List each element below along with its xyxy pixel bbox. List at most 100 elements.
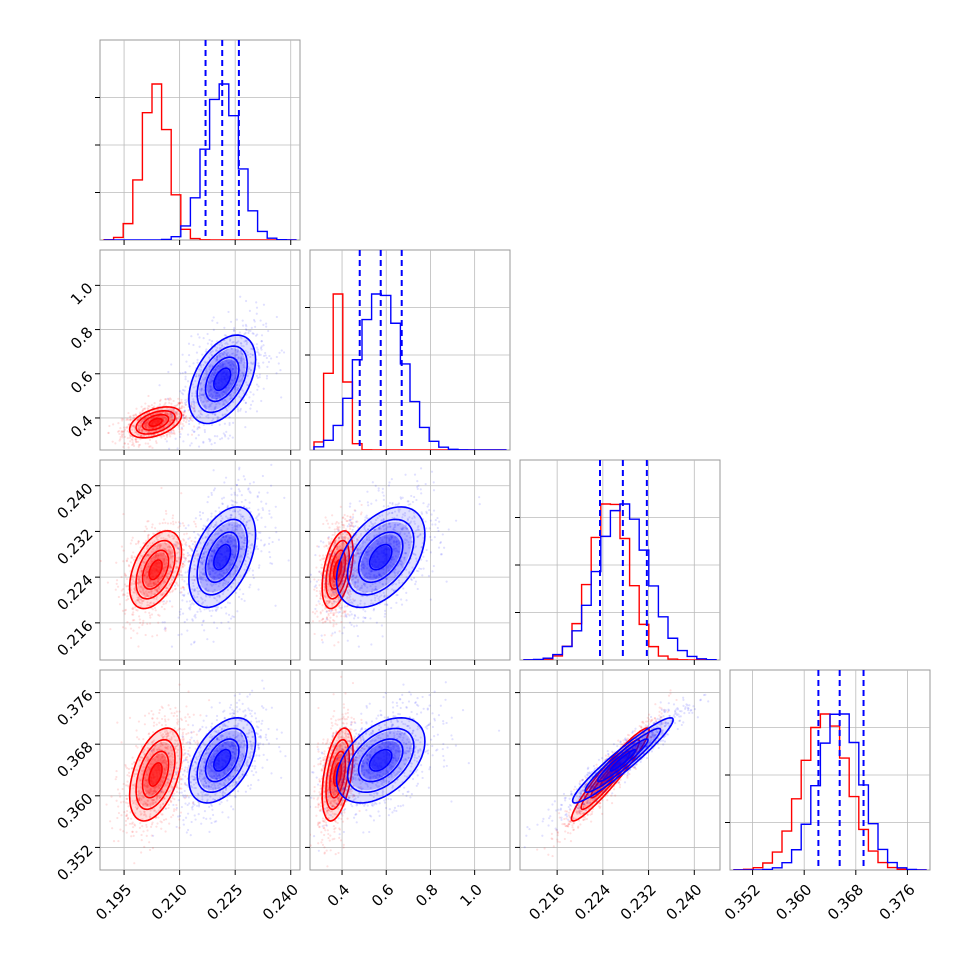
scatter-point <box>330 569 334 572</box>
scatter-point <box>165 575 168 578</box>
scatter-point <box>172 408 175 411</box>
scatter-point <box>186 629 189 632</box>
scatter-point <box>228 536 231 539</box>
scatter-point <box>137 575 140 578</box>
contour-line <box>141 549 170 590</box>
scatter-point <box>238 513 241 516</box>
scatter-point <box>170 418 173 422</box>
scatter-point <box>148 622 152 625</box>
scatter-point <box>178 401 182 404</box>
scatter-point <box>347 588 350 591</box>
scatter-point <box>144 424 147 427</box>
scatter-point <box>243 361 246 364</box>
scatter-point <box>215 571 218 574</box>
scatter-point <box>166 413 169 416</box>
scatter-point <box>182 562 185 566</box>
scatter-point <box>210 351 213 354</box>
scatter-point <box>333 594 336 597</box>
scatter-point <box>320 638 324 641</box>
scatter-point <box>145 577 148 580</box>
scatter-point <box>331 581 335 585</box>
scatter-point <box>116 585 120 588</box>
scatter-point <box>221 390 225 393</box>
scatter-point <box>338 577 341 580</box>
scatter-point <box>234 509 237 513</box>
scatter-point <box>386 603 389 607</box>
scatter-point <box>340 620 343 624</box>
scatter-point <box>243 505 246 508</box>
scatter-point <box>239 547 242 550</box>
scatter-point <box>155 582 158 586</box>
scatter-point <box>203 558 206 562</box>
scatter-point <box>315 566 318 569</box>
scatter-point <box>206 565 210 568</box>
scatter-point <box>231 551 235 554</box>
scatter-point <box>156 590 160 593</box>
scatter-point <box>229 575 232 578</box>
scatter-point <box>233 327 236 330</box>
scatter-point <box>188 607 191 610</box>
scatter-point <box>142 418 145 421</box>
scatter-point <box>120 431 123 434</box>
scatter-point <box>227 310 230 314</box>
scatter-point <box>123 442 126 445</box>
scatter-point <box>121 418 124 421</box>
scatter-point <box>195 415 198 419</box>
scatter-point <box>207 356 211 359</box>
scatter-point <box>121 419 124 422</box>
scatter-point <box>168 401 171 405</box>
scatter-point <box>360 503 363 507</box>
scatter-point <box>270 516 273 519</box>
scatter-point <box>255 374 259 377</box>
scatter-point <box>154 554 157 557</box>
scatter-point <box>331 602 334 605</box>
scatter-point <box>152 416 155 419</box>
scatter-point <box>158 547 161 550</box>
scatter-point <box>161 593 164 596</box>
scatter-point <box>230 553 233 556</box>
scatter-point <box>122 426 126 429</box>
scatter-point <box>232 553 235 556</box>
scatter-point <box>226 517 229 520</box>
scatter-point <box>116 430 120 433</box>
scatter-point <box>136 598 139 602</box>
scatter-point <box>380 519 383 522</box>
scatter-point <box>337 555 341 558</box>
scatter-point <box>340 535 343 538</box>
scatter-point <box>343 538 347 541</box>
scatter-point <box>158 412 161 415</box>
scatter-point <box>225 349 228 352</box>
scatter-point <box>232 352 235 355</box>
density-fill <box>214 545 230 569</box>
scatter-point <box>190 567 193 570</box>
scatter-point <box>153 588 157 591</box>
scatter-point <box>226 386 229 389</box>
scatter-point <box>129 542 132 545</box>
scatter-point <box>202 393 205 396</box>
scatter-point <box>167 533 170 537</box>
scatter-point <box>206 563 209 566</box>
scatter-point <box>351 577 355 581</box>
scatter-point <box>216 546 219 549</box>
scatter-point <box>392 563 395 566</box>
scatter-point <box>190 433 194 436</box>
scatter-point <box>228 574 231 577</box>
scatter-point <box>332 618 335 622</box>
scatter-point <box>227 386 231 390</box>
scatter-point <box>216 595 219 598</box>
scatter-point <box>242 520 245 523</box>
scatter-point <box>216 391 220 395</box>
scatter-point <box>180 426 184 429</box>
scatter-point <box>328 599 331 602</box>
scatter-point <box>356 538 359 541</box>
scatter-point <box>231 523 234 527</box>
scatter-point <box>169 415 172 418</box>
scatter-point <box>205 400 208 403</box>
scatter-point <box>150 426 153 429</box>
scatter-point <box>399 508 402 511</box>
scatter-point <box>147 595 150 598</box>
scatter-point <box>220 341 223 344</box>
scatter-point <box>333 541 336 544</box>
scatter-point <box>159 398 162 401</box>
panel-content <box>313 250 506 450</box>
